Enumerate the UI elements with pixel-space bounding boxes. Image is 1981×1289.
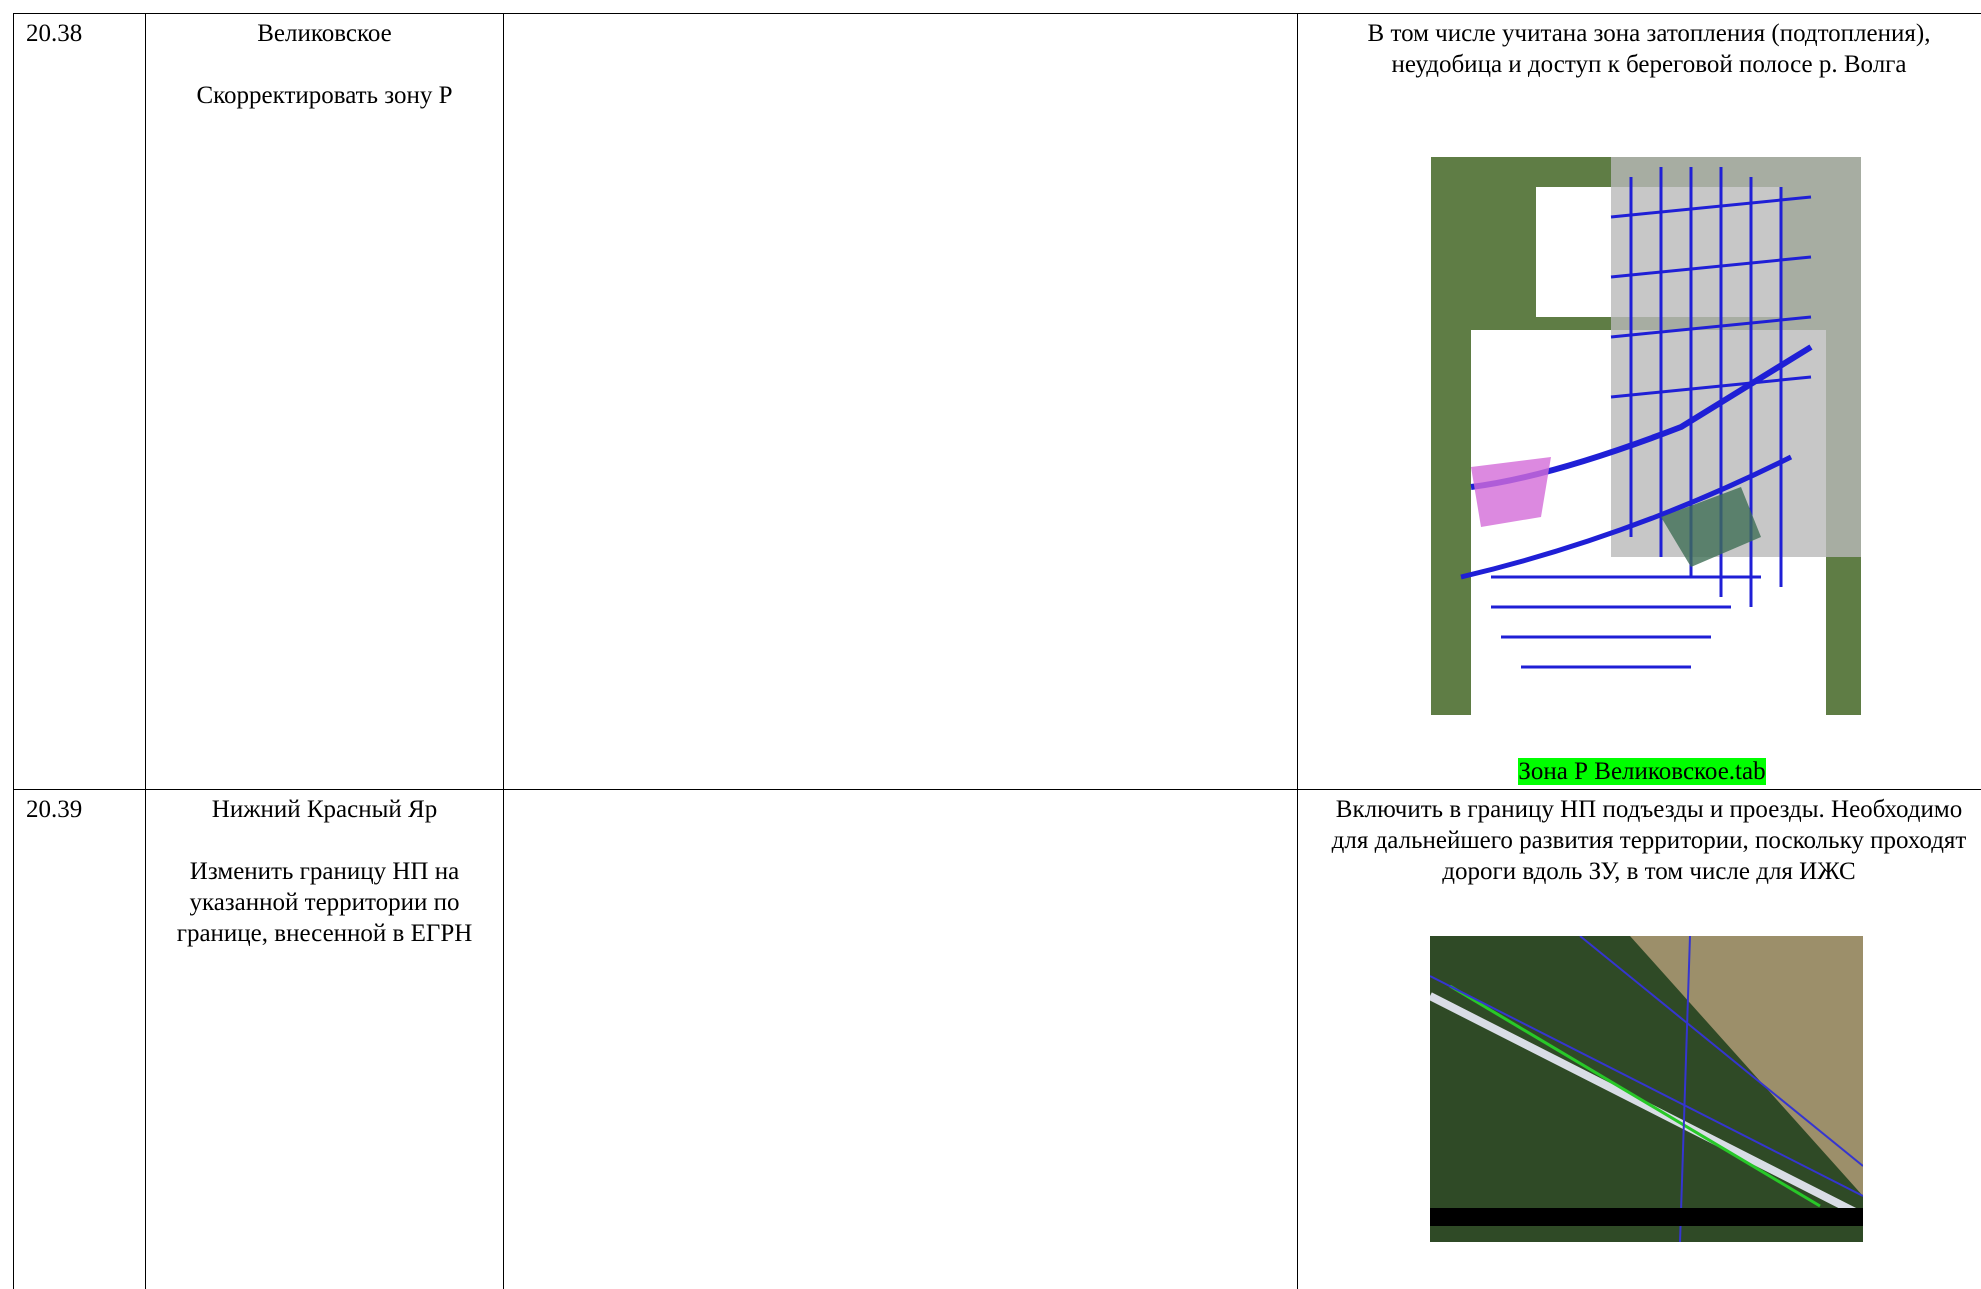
map-image [1430, 936, 1863, 1242]
note: Включить в границу НП подъезды и проезды… [1331, 796, 1967, 885]
attachment[interactable]: Зона Р Великовское.tab [1298, 756, 1981, 787]
place-cell: Великовское Скорректировать зону Р [145, 13, 503, 789]
row-number: 20.38 [26, 20, 83, 47]
request: Изменить границу НП на указанной террито… [176, 858, 473, 947]
row-number-cell: 20.39 [13, 789, 145, 1289]
request: Скорректировать зону Р [196, 82, 453, 109]
attachment-link[interactable]: Зона Р Великовское.tab [1518, 758, 1766, 785]
empty-cell [503, 13, 1297, 789]
place-cell: Нижний Красный Яр Изменить границу НП на… [145, 789, 503, 1289]
row-number: 20.39 [26, 796, 83, 823]
row-number-cell: 20.38 [13, 13, 145, 789]
place: Великовское [257, 20, 392, 47]
note: В том числе учитана зона затопления (под… [1367, 20, 1931, 78]
place: Нижний Красный Яр [211, 796, 438, 823]
note-cell: Включить в границу НП подъезды и проезды… [1297, 789, 1981, 1289]
empty-cell [503, 789, 1297, 1289]
note-cell: В том числе учитана зона затопления (под… [1297, 13, 1981, 789]
map-image [1431, 157, 1861, 715]
